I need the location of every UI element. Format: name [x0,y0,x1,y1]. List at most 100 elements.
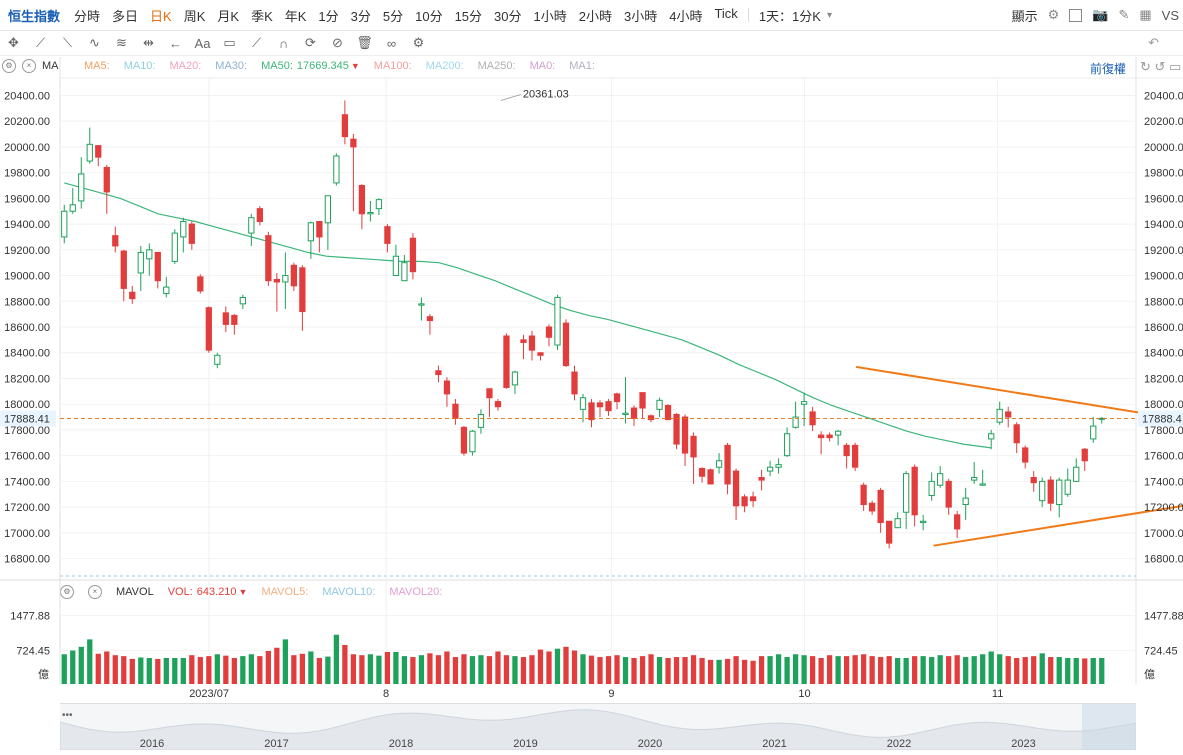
price-tick-label-right: 18600.00 [1144,322,1183,334]
undo-icon[interactable]: ↶ [1148,35,1159,50]
drawing-toolbar: ✥ ⟋ ⟍ ∿ ≋ ⇹ ← Aa ▭ ⟋ ∩ ⟳ ⊘ 🗑 ∞ ⚙ ↶ [0,31,1183,56]
candle-body [886,520,893,544]
line-tool-icon[interactable]: ⟋ [35,35,46,50]
candle-body [537,352,544,356]
timeframe-12[interactable]: 30分 [494,8,522,24]
reset-icon[interactable]: ↻ ↺ ▭ [1140,59,1182,74]
price-tick-label-left: 17000.00 [4,528,50,540]
adjust-button[interactable]: 前復權 [1090,62,1127,76]
candle-body [290,264,297,287]
volume-bar [622,657,629,684]
candle-body [996,408,1003,423]
timeframe-0[interactable]: 分時 [74,8,101,24]
link-icon[interactable]: ∞ [386,35,397,51]
candle-body [834,430,842,436]
candle [843,442,850,469]
volume-bar [257,656,263,684]
timeframe-3[interactable]: 周K [183,8,206,24]
settings-icon[interactable]: ⚙ [60,585,74,599]
ray-tool-icon[interactable]: ⟍ [62,35,73,50]
timeframe-13[interactable]: 1小時 [533,8,567,24]
indicator-name[interactable]: MA [42,60,59,72]
settings-icon[interactable]: ⚙ [2,59,16,73]
magnet-icon[interactable]: ∩ [278,35,289,51]
volume-bar [435,655,442,684]
close-icon[interactable]: × [88,585,102,599]
vol-indicator-name[interactable]: MAVOL [116,586,154,598]
note-tool-icon[interactable]: ▭ [223,35,236,50]
candle-body [698,468,706,477]
timeframe-14[interactable]: 2小時 [578,8,612,24]
volume-bar [469,656,476,684]
candle [647,414,655,423]
price-tick-label-right: 17800.00 [1144,425,1183,437]
gear-icon[interactable]: ⚙ [1047,7,1060,22]
display-button[interactable]: 顯示 [1011,8,1038,24]
hide-icon[interactable]: ⊘ [332,35,343,50]
trash-icon[interactable]: 🗑 [356,35,373,50]
sync-icon[interactable]: ⟳ [305,35,316,50]
square-icon[interactable] [1069,8,1083,22]
candle-body [1098,417,1105,420]
ma0-label: MA0: [529,60,556,72]
volume-bar [563,646,569,684]
candle-body [988,433,995,440]
volume-bar [308,651,314,684]
settings-icon[interactable]: ⚙ [412,35,425,50]
timeframe-8[interactable]: 3分 [350,8,371,24]
volume-bar [359,655,365,684]
text-tool-icon[interactable]: Aa [194,35,211,51]
close-icon[interactable]: × [22,59,36,73]
interval-select[interactable]: 1天：1分K [758,8,821,24]
vol-label: VOL: [167,586,193,598]
timeframe-15[interactable]: 3小時 [623,8,658,24]
timeframe-1[interactable]: 多日 [112,8,139,24]
volume-tick-label-left: 1477.88 [10,610,50,622]
compare-button[interactable]: VS [1161,7,1179,23]
arrow-tool-icon[interactable]: ← [169,35,182,51]
candle [954,510,961,538]
timeframe-7[interactable]: 1分 [318,8,339,24]
pen-icon[interactable]: ✎ [1118,7,1130,22]
timeframe-4[interactable]: 月K [217,8,240,24]
navigator-svg: ••• 2016 2017 2018 2019 2020 2021 2022 2023 [59,704,1137,751]
time-navigator[interactable]: ••• 2016 2017 2018 2019 2020 2021 2022 2023 [59,703,1137,751]
channel-tool-icon[interactable]: ≋ [116,35,127,50]
instrument-title[interactable]: 恒生指數 [8,8,61,24]
navigator-year-label: 2020 [638,738,662,750]
timeframe-bar: 恒生指數 分時 多日 日K 周K 月K 季K 年K 1分 3分 5分 10分 15分 30分 1小時 2小時… [0,0,1183,31]
ma5-label: MA5: [84,60,110,72]
volume-bar [316,657,323,684]
ruler-icon[interactable]: ⟋ [251,35,262,50]
volume-bar [197,657,203,684]
volume-bar [648,654,654,684]
volume-bar [656,657,663,684]
volume-bar [1090,657,1096,684]
candle [741,494,748,513]
volume-bar [767,656,773,684]
timeframe-11[interactable]: 15分 [454,8,483,24]
timeframe-10[interactable]: 10分 [415,8,443,24]
ma200-label: MA200: [425,60,464,72]
wave-tool-icon[interactable]: ∿ [89,35,100,50]
candle [69,188,76,214]
volume-bar [112,655,118,684]
candle-body [588,402,595,421]
candle [1090,417,1097,443]
timeframe-9[interactable]: 5分 [382,8,404,24]
price-tick-label-right: 18400.00 [1144,348,1183,360]
volume-bar [384,651,391,684]
crosshair-icon[interactable]: ✥ [8,35,19,50]
range-tool-icon[interactable]: ⇹ [143,35,154,50]
timeframe-16[interactable]: 4小時 [669,8,703,24]
timeframe-6[interactable]: 年K [284,8,307,24]
chevron-down-icon[interactable]: ▾ [826,9,832,21]
timeframe-2[interactable]: 日K [150,8,172,24]
camera-icon[interactable]: 📷 [1092,7,1109,22]
volume-bar [733,656,739,684]
candle [851,442,859,472]
timeframe-5[interactable]: 季K [251,8,273,24]
grid-icon[interactable]: ▦ [1139,7,1152,22]
timeframe-17[interactable]: Tick [714,5,738,21]
